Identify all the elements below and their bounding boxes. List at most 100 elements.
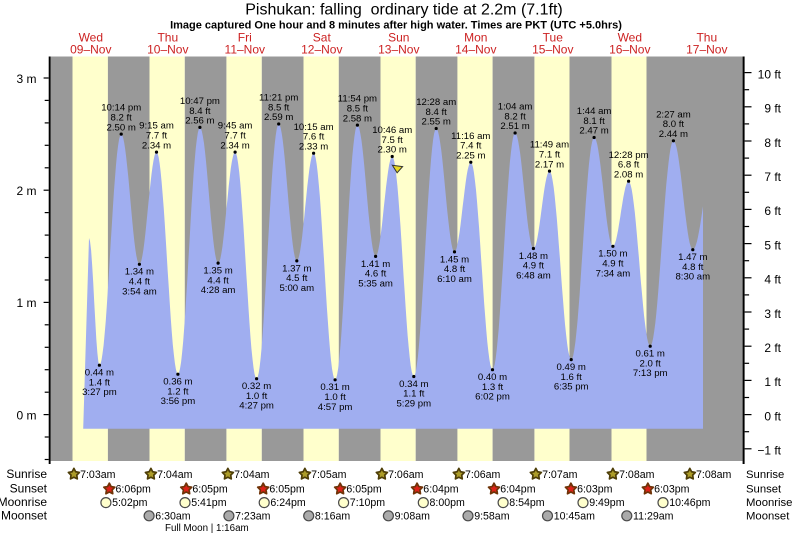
svg-text:3:27 pm: 3:27 pm bbox=[82, 387, 117, 398]
svg-text:Sunset: Sunset bbox=[746, 484, 782, 496]
svg-text:8.4 ft: 8.4 ft bbox=[426, 107, 448, 118]
svg-text:17–Nov: 17–Nov bbox=[686, 43, 727, 57]
svg-text:11:29am: 11:29am bbox=[633, 510, 674, 522]
svg-text:16–Nov: 16–Nov bbox=[609, 43, 650, 57]
svg-text:11:16 am: 11:16 am bbox=[451, 131, 490, 142]
svg-text:6:35 pm: 6:35 pm bbox=[554, 382, 589, 393]
svg-text:Wed: Wed bbox=[618, 31, 642, 45]
svg-text:0 m: 0 m bbox=[16, 408, 36, 422]
svg-text:2.34 m: 2.34 m bbox=[142, 140, 171, 151]
svg-text:0.31 m: 0.31 m bbox=[320, 382, 349, 393]
svg-text:0.44 m: 0.44 m bbox=[85, 368, 114, 379]
svg-text:7.7 ft: 7.7 ft bbox=[146, 131, 168, 142]
svg-text:6.8 ft: 6.8 ft bbox=[618, 160, 640, 171]
svg-text:1.41 m: 1.41 m bbox=[361, 259, 390, 270]
svg-text:7.5 ft: 7.5 ft bbox=[382, 135, 404, 146]
svg-text:9:45 am: 9:45 am bbox=[218, 121, 253, 132]
svg-text:2.55 m: 2.55 m bbox=[422, 117, 451, 128]
svg-text:13–Nov: 13–Nov bbox=[378, 43, 419, 57]
svg-text:8.5 ft: 8.5 ft bbox=[268, 102, 290, 113]
svg-text:2.59 m: 2.59 m bbox=[264, 112, 293, 123]
svg-text:2.51 m: 2.51 m bbox=[500, 121, 529, 132]
svg-text:6:05pm: 6:05pm bbox=[192, 484, 228, 496]
svg-text:1:44 am: 1:44 am bbox=[577, 106, 612, 117]
svg-text:7:04am: 7:04am bbox=[234, 469, 270, 481]
svg-text:1.45 m: 1.45 m bbox=[440, 254, 469, 265]
svg-text:Moonset: Moonset bbox=[1, 508, 48, 522]
svg-text:10:15 am: 10:15 am bbox=[294, 122, 334, 133]
svg-text:4:57 pm: 4:57 pm bbox=[318, 402, 353, 413]
svg-text:2.34 m: 2.34 m bbox=[220, 140, 249, 151]
svg-text:6:30am: 6:30am bbox=[155, 510, 191, 522]
svg-text:Moonrise: Moonrise bbox=[0, 495, 47, 509]
svg-text:1.50 m: 1.50 m bbox=[598, 249, 627, 260]
svg-text:1:04 am: 1:04 am bbox=[498, 102, 533, 113]
svg-text:5:41pm: 5:41pm bbox=[191, 497, 227, 509]
svg-text:3:56 pm: 3:56 pm bbox=[161, 396, 196, 407]
svg-text:6:04pm: 6:04pm bbox=[423, 484, 459, 496]
svg-text:4:27 pm: 4:27 pm bbox=[239, 401, 274, 412]
svg-text:Sunrise: Sunrise bbox=[6, 467, 47, 481]
svg-text:1.34 m: 1.34 m bbox=[125, 267, 154, 278]
svg-text:8.1 ft: 8.1 ft bbox=[583, 116, 605, 127]
svg-text:0.36 m: 0.36 m bbox=[163, 377, 192, 388]
svg-text:4:28 am: 4:28 am bbox=[201, 285, 236, 296]
svg-text:1.2 ft: 1.2 ft bbox=[167, 386, 189, 397]
svg-text:1.1 ft: 1.1 ft bbox=[403, 389, 425, 400]
svg-text:11:21 pm: 11:21 pm bbox=[259, 93, 298, 104]
svg-text:9:49pm: 9:49pm bbox=[589, 497, 625, 509]
svg-text:Fri: Fri bbox=[238, 31, 252, 45]
svg-text:9:08am: 9:08am bbox=[395, 510, 431, 522]
svg-text:4.5 ft: 4.5 ft bbox=[286, 273, 308, 284]
svg-text:3 m: 3 m bbox=[16, 72, 36, 86]
svg-text:09–Nov: 09–Nov bbox=[70, 43, 111, 57]
svg-text:6:04pm: 6:04pm bbox=[500, 484, 536, 496]
svg-text:2 ft: 2 ft bbox=[764, 341, 781, 355]
svg-text:9:58am: 9:58am bbox=[474, 510, 510, 522]
svg-text:Moonset: Moonset bbox=[746, 510, 790, 522]
svg-text:7:04am: 7:04am bbox=[157, 469, 193, 481]
svg-text:8:16am: 8:16am bbox=[315, 510, 351, 522]
svg-text:8 ft: 8 ft bbox=[764, 136, 781, 150]
svg-text:7.4 ft: 7.4 ft bbox=[460, 141, 482, 152]
svg-text:Thu: Thu bbox=[157, 31, 178, 45]
svg-text:6:10 am: 6:10 am bbox=[437, 274, 472, 285]
svg-text:7:34 am: 7:34 am bbox=[596, 268, 631, 279]
svg-text:7:05am: 7:05am bbox=[311, 469, 347, 481]
svg-text:2.0 ft: 2.0 ft bbox=[640, 358, 662, 369]
svg-text:8:00pm: 8:00pm bbox=[430, 497, 466, 509]
svg-text:5:29 pm: 5:29 pm bbox=[396, 399, 431, 410]
svg-text:10:46pm: 10:46pm bbox=[669, 497, 710, 509]
svg-text:6:02 pm: 6:02 pm bbox=[475, 392, 510, 403]
svg-text:2.17 m: 2.17 m bbox=[535, 159, 564, 170]
svg-text:3:54 am: 3:54 am bbox=[122, 286, 157, 297]
svg-text:4 ft: 4 ft bbox=[764, 273, 781, 287]
svg-text:4.8 ft: 4.8 ft bbox=[444, 264, 466, 275]
svg-text:7:06am: 7:06am bbox=[465, 469, 501, 481]
svg-text:8:30 am: 8:30 am bbox=[675, 272, 710, 283]
svg-text:Sunrise: Sunrise bbox=[746, 469, 784, 481]
svg-text:6:03pm: 6:03pm bbox=[654, 484, 690, 496]
svg-text:6:05pm: 6:05pm bbox=[269, 484, 305, 496]
svg-text:0.40 m: 0.40 m bbox=[478, 372, 507, 383]
svg-text:10–Nov: 10–Nov bbox=[147, 43, 188, 57]
svg-text:Sunset: Sunset bbox=[10, 482, 48, 496]
svg-text:2:27 am: 2:27 am bbox=[656, 109, 691, 120]
svg-text:1.48 m: 1.48 m bbox=[519, 251, 548, 262]
svg-text:5:00 am: 5:00 am bbox=[279, 283, 314, 294]
svg-text:1.4 ft: 1.4 ft bbox=[89, 377, 111, 388]
svg-text:2.47 m: 2.47 m bbox=[579, 126, 608, 137]
svg-text:2.08 m: 2.08 m bbox=[614, 169, 643, 180]
svg-text:8.4 ft: 8.4 ft bbox=[189, 106, 211, 117]
svg-text:Sun: Sun bbox=[388, 31, 409, 45]
svg-text:6 ft: 6 ft bbox=[764, 204, 781, 218]
svg-text:4.9 ft: 4.9 ft bbox=[602, 259, 624, 270]
svg-text:8.5 ft: 8.5 ft bbox=[347, 104, 369, 115]
svg-text:7 ft: 7 ft bbox=[764, 170, 781, 184]
svg-text:2.30 m: 2.30 m bbox=[378, 145, 407, 156]
svg-text:10:46 am: 10:46 am bbox=[372, 125, 412, 136]
svg-text:Thu: Thu bbox=[696, 31, 717, 45]
svg-text:1.37 m: 1.37 m bbox=[282, 263, 311, 274]
svg-text:4.4 ft: 4.4 ft bbox=[207, 275, 229, 286]
svg-text:Image captured One hour and 8: Image captured One hour and 8 minutes af… bbox=[170, 20, 622, 32]
